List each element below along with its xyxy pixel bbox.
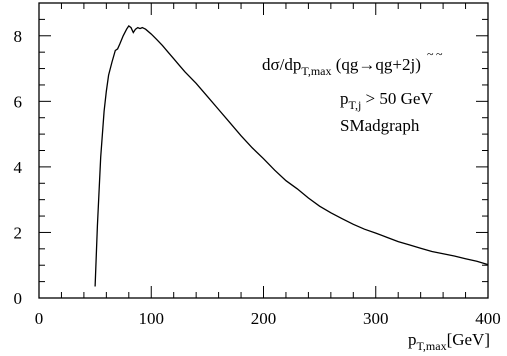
series-line	[94, 24, 489, 287]
y-tick-label: 8	[14, 27, 23, 46]
x-axis-label: pT,max[GeV]	[408, 330, 490, 353]
annotation-cross-section: dσ/dpT,max (qg→qg+2j)	[262, 55, 421, 78]
plot-frame	[38, 2, 489, 299]
x-tick-label: 300	[363, 309, 389, 328]
y-tick-label: 6	[14, 92, 23, 111]
tilde-mark-q: ~	[427, 47, 434, 61]
annotation-generator: SMadgraph	[340, 116, 420, 135]
y-tick-label: 0	[14, 289, 23, 308]
axis-ticks	[38, 2, 489, 299]
x-tick-label: 200	[251, 309, 277, 328]
squark-symbol: q	[375, 55, 384, 74]
gluino-symbol: g	[384, 55, 393, 74]
y-tick-label: 2	[14, 223, 23, 242]
x-tick-label: 400	[475, 309, 501, 328]
tilde-mark-g: ~	[436, 47, 443, 61]
tick-labels: 0 100 200 300 400 0 2 4 6 8	[14, 27, 501, 328]
annotation-pt-cut: pT,j > 50 GeV	[340, 89, 433, 112]
y-tick-label: 4	[14, 158, 23, 177]
x-tick-label: 0	[35, 309, 44, 328]
x-tick-label: 100	[139, 309, 165, 328]
